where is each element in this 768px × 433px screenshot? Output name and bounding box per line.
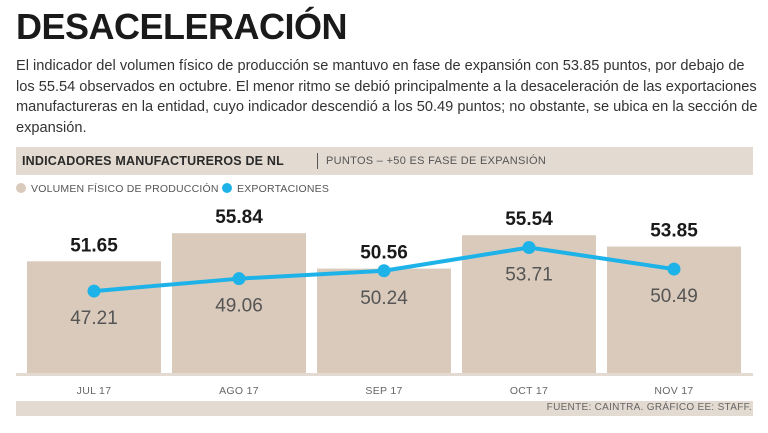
- legend-item-exports: EXPORTACIONES: [222, 183, 329, 195]
- production-value-label: 50.56: [360, 243, 408, 264]
- production-bar: [172, 233, 306, 373]
- legend-label-exports: EXPORTACIONES: [237, 183, 330, 195]
- x-tick-label: OCT 17: [510, 385, 548, 397]
- chart-footer-bar: [16, 401, 753, 416]
- exports-point: [232, 272, 246, 286]
- exports-value-label: 49.06: [215, 296, 263, 317]
- production-value-label: 55.84: [215, 207, 263, 228]
- chart-header: INDICADORES MANUFACTUREROS DE NL PUNTOS …: [16, 147, 753, 175]
- legend-label-production: VOLUMEN FÍSICO DE PRODUCCIÓN: [31, 183, 219, 195]
- exports-value-label: 53.71: [505, 264, 553, 285]
- x-tick-label: SEP 17: [365, 385, 402, 397]
- exports-value-label: 50.49: [650, 286, 698, 307]
- exports-point: [87, 284, 101, 298]
- x-tick-label: NOV 17: [654, 385, 693, 397]
- x-tick-label: AGO 17: [219, 385, 259, 397]
- legend-dot-exports: [222, 183, 232, 193]
- x-tick-label: JUL 17: [77, 385, 112, 397]
- exports-value-label: 47.21: [70, 308, 118, 329]
- x-axis-line: [16, 373, 753, 376]
- chart-title: INDICADORES MANUFACTUREROS DE NL: [22, 154, 284, 168]
- production-value-label: 55.54: [505, 209, 553, 230]
- production-bar: [462, 235, 596, 373]
- page-title: DESACELERACIÓN: [16, 6, 348, 47]
- chart-subtitle: PUNTOS – +50 ES FASE DE EXPANSIÓN: [326, 155, 547, 167]
- header-divider: [317, 153, 318, 169]
- exports-point: [377, 264, 391, 278]
- exports-value-label: 50.24: [360, 288, 408, 309]
- production-bar: [317, 268, 451, 373]
- production-bar: [27, 261, 161, 373]
- source-note: FUENTE: CAINTRA. GRÁFICO EE: STAFF.: [546, 402, 752, 413]
- exports-point: [667, 262, 681, 276]
- production-value-label: 51.65: [70, 235, 118, 256]
- legend-item-production: VOLUMEN FÍSICO DE PRODUCCIÓN: [16, 183, 219, 195]
- description-paragraph: El indicador del volumen físico de produ…: [16, 58, 758, 136]
- exports-point: [522, 240, 536, 254]
- production-value-label: 53.85: [650, 221, 698, 242]
- legend-dot-production: [16, 183, 26, 193]
